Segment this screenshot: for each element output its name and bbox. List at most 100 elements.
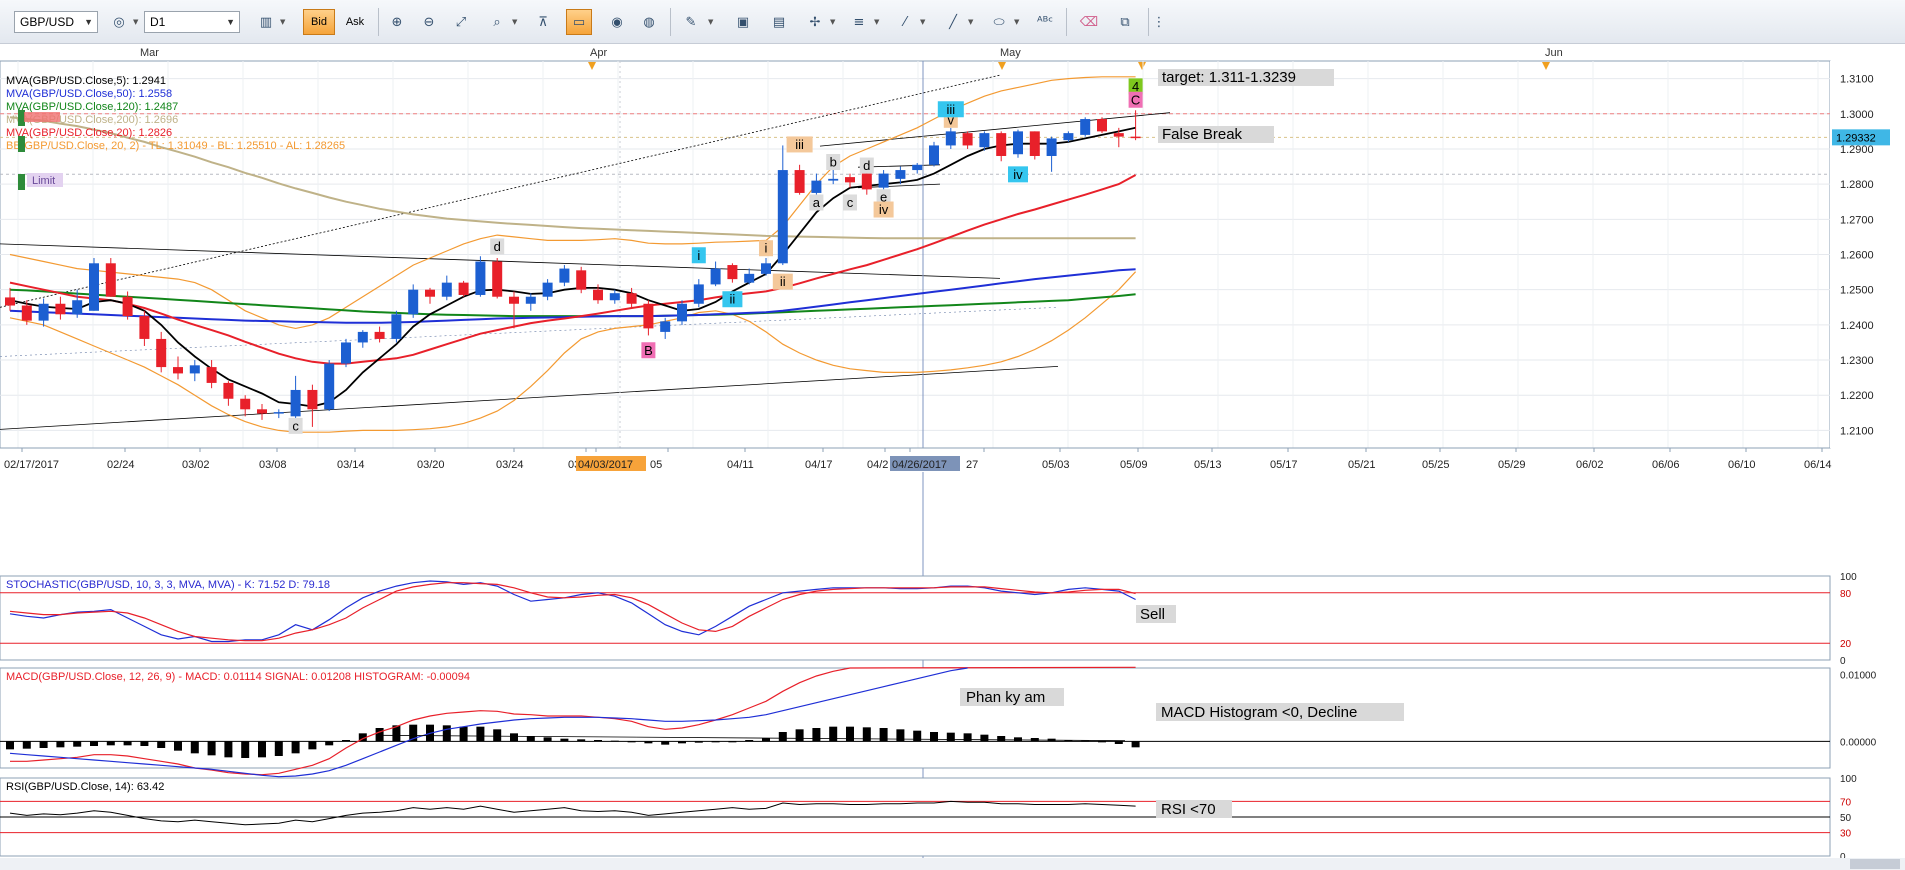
annotation-text: target: 1.311-1.3239 bbox=[1162, 69, 1296, 86]
price-pane[interactable]: Mar Apr May Jun 1.3100 1.3000 1.2900 1.2800 1.27… bbox=[0, 46, 1905, 870]
zoom-out-icon[interactable]: ⊖ bbox=[423, 14, 435, 30]
macd-histogram-bar bbox=[795, 729, 804, 742]
chevron-down-icon[interactable]: ▼ bbox=[1014, 18, 1020, 26]
photo-icon[interactable]: ▤ bbox=[772, 14, 786, 30]
rsi-annotation-bg bbox=[1156, 800, 1232, 818]
legend-entry: BB(GBP/USD.Close, 20, 2) - TL: 1.31049 -… bbox=[6, 140, 345, 152]
macd-histogram-bar bbox=[123, 741, 132, 746]
macd-histogram-bar bbox=[174, 741, 182, 751]
target-icon[interactable]: ◉ bbox=[611, 14, 623, 30]
candle-body bbox=[425, 289, 435, 297]
tree-icon[interactable]: ⧉ bbox=[1120, 14, 1130, 30]
candle-body bbox=[542, 282, 553, 297]
macd-histogram-bar bbox=[459, 726, 468, 742]
lines-icon[interactable]: ≡ bbox=[853, 14, 865, 30]
stochastic-tick: 0 bbox=[1840, 656, 1846, 667]
ellipse-icon[interactable]: ⬭ bbox=[993, 14, 1005, 30]
candle-body bbox=[811, 180, 822, 193]
candle-body bbox=[374, 331, 385, 339]
zoom-in-icon[interactable]: ⊕ bbox=[391, 14, 403, 30]
candle-body bbox=[996, 133, 1007, 156]
chevron-down-icon[interactable]: ▼ bbox=[280, 18, 286, 26]
crosshair-icon[interactable]: ✢ bbox=[809, 14, 821, 30]
macd-histogram-bar bbox=[375, 728, 384, 742]
wave-label-bg bbox=[490, 238, 505, 255]
limit-label: Limit bbox=[32, 175, 55, 187]
chevron-down-icon[interactable]: ▼ bbox=[512, 18, 518, 26]
wave-label: b bbox=[830, 155, 837, 170]
chevron-down-icon[interactable]: ▼ bbox=[968, 18, 974, 26]
macd-histogram-bar bbox=[997, 736, 1006, 742]
image-icon[interactable]: ▣ bbox=[736, 14, 750, 30]
month-marker bbox=[588, 62, 596, 70]
eraser-icon[interactable]: ⌫ bbox=[1079, 14, 1099, 30]
rsi-pane[interactable]: 100 70 50 30 0 RSI(GBP/USD.Close, 14): 63.42 R… bbox=[0, 774, 1905, 870]
legend-entry: MVA(GBP/USD.Close,50): 1.2558 bbox=[6, 88, 172, 100]
candle-body bbox=[1046, 138, 1057, 156]
macd-histogram-bar bbox=[325, 741, 334, 746]
candle-body bbox=[273, 412, 284, 414]
candle-body bbox=[593, 289, 603, 301]
timeframe-select[interactable]: D1 ▼ bbox=[144, 11, 240, 33]
macd-histogram-bar bbox=[392, 725, 401, 742]
rsi-tick: 70 bbox=[1840, 797, 1852, 808]
candle-body bbox=[5, 297, 15, 306]
fit-icon[interactable]: ⤢ bbox=[455, 14, 467, 30]
wave-label: B bbox=[644, 343, 653, 358]
chart-style-icon[interactable]: ▥ bbox=[259, 14, 273, 30]
candle-body bbox=[55, 303, 66, 315]
indicator-icon[interactable]: ⊼ bbox=[538, 14, 548, 30]
symbol-value: GBP/USD bbox=[20, 15, 75, 29]
symbol-select[interactable]: GBP/USD ▼ bbox=[14, 11, 98, 33]
chevron-down-icon[interactable]: ▼ bbox=[830, 18, 836, 26]
time-tick-label: 05/03 bbox=[1042, 459, 1070, 471]
ask-label: Ask bbox=[345, 16, 365, 28]
price-axis bbox=[1830, 61, 1905, 448]
rsi-annotation: RSI <70 bbox=[1161, 801, 1216, 818]
chevron-down-icon[interactable]: ▼ bbox=[920, 18, 926, 26]
time-tick-label: 04/2 bbox=[867, 459, 888, 471]
wave-label-bg bbox=[809, 194, 824, 211]
trade-icon[interactable]: ▭ bbox=[566, 9, 592, 35]
time-tick-label: 04/11 bbox=[727, 459, 754, 471]
legend-entry: MVA(GBP/USD.Close,5): 1.2941 bbox=[6, 75, 166, 87]
wave-label-bg bbox=[288, 417, 303, 434]
toolbar: GBP/USD ▼ ◎ ▼ D1 ▼ ▥ ▼ Bid Ask ⊕ ⊖ ⤢ ⌕ ▼ ⊼… bbox=[0, 0, 1905, 44]
trend-lower-dotted bbox=[0, 307, 1059, 357]
globe-icon[interactable]: ◍ bbox=[643, 14, 655, 30]
time-tick-label: 03/14 bbox=[337, 459, 365, 471]
zoom-icon[interactable]: ⌕ bbox=[493, 14, 501, 30]
scrollbar-thumb bbox=[1850, 859, 1900, 869]
macd-histogram-bar bbox=[778, 732, 787, 742]
time-tick-label: 06/02 bbox=[1576, 459, 1604, 471]
price-tick-label: 1.3100 bbox=[1840, 74, 1874, 86]
candle-body bbox=[878, 173, 889, 188]
pen-icon[interactable]: ⁄ bbox=[903, 14, 907, 30]
ruler-icon[interactable]: ✎ bbox=[685, 14, 697, 30]
wave-label-bg bbox=[786, 136, 813, 153]
time-tick-label: 02/24 bbox=[107, 459, 135, 471]
macd-histogram-bar bbox=[1098, 741, 1106, 743]
bid-button[interactable]: Bid bbox=[303, 9, 335, 35]
stochastic-pane[interactable]: 100 80 20 0 STOCHASTIC(GBP/USD, 10, 3, 3, MV… bbox=[0, 572, 1857, 667]
candle-body bbox=[257, 409, 267, 414]
chart-area[interactable]: Mar Apr May Jun 1.3100 1.3000 1.2900 1.2800 1.27… bbox=[0, 44, 1905, 870]
chevron-down-icon[interactable]: ▼ bbox=[708, 18, 714, 26]
chevron-down-icon[interactable]: ▼ bbox=[133, 18, 139, 26]
chevron-down-icon[interactable]: ▼ bbox=[874, 18, 880, 26]
macd-histogram-bar bbox=[980, 734, 989, 742]
ask-button[interactable]: Ask bbox=[339, 9, 371, 35]
macd-histogram-bar bbox=[1114, 741, 1123, 744]
candle-body bbox=[643, 303, 654, 329]
text-icon[interactable]: ᴬᴮᶜ bbox=[1036, 14, 1054, 30]
wave-label-bg bbox=[873, 201, 894, 218]
macd-histogram-bar bbox=[711, 741, 720, 743]
candle-body bbox=[391, 314, 402, 339]
macd-tick: 0.01000 bbox=[1840, 671, 1877, 682]
chart-type-icon[interactable]: ◎ bbox=[113, 14, 125, 30]
more-icon[interactable]: ⋮ bbox=[1152, 14, 1166, 30]
macd-pane[interactable]: 0.01000 0.00000 MACD(GBP/USD.Close, 12, 26… bbox=[0, 666, 1877, 778]
month-label: May bbox=[1000, 47, 1021, 59]
price-tick-label: 1.2500 bbox=[1840, 285, 1874, 297]
trendline-icon[interactable]: ╱ bbox=[949, 14, 957, 30]
